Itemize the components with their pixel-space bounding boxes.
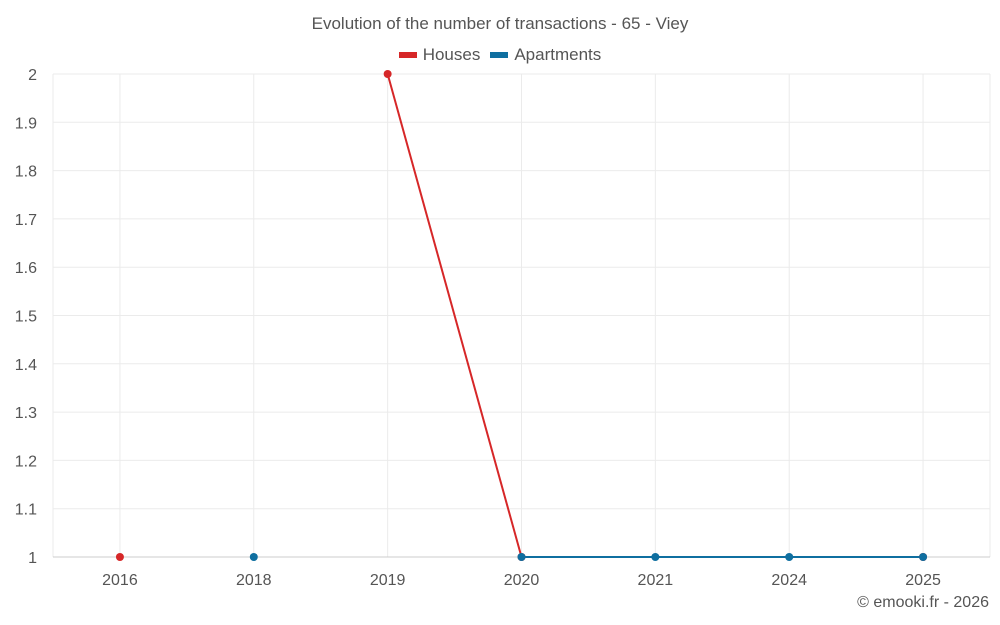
x-tick-label: 2016	[102, 572, 138, 589]
data-point-apartments[interactable]	[249, 553, 258, 561]
legend-swatch-houses	[398, 52, 417, 58]
y-tick-label: 1	[28, 550, 37, 567]
legend-item-apartments[interactable]: Apartments	[490, 45, 601, 65]
x-axis: 2016 2018 2019 2020 2021 2024 2025	[102, 572, 941, 589]
data-point-apartments[interactable]	[785, 553, 794, 561]
credit: © emooki.fr - 2026	[857, 594, 989, 611]
data-point-apartments[interactable]	[919, 553, 928, 561]
y-tick-label: 2	[28, 67, 37, 84]
y-tick-label: 1.8	[15, 164, 37, 181]
data-point-apartments[interactable]	[517, 553, 526, 561]
legend-item-houses[interactable]: Houses	[398, 45, 481, 65]
y-tick-label: 1.4	[15, 357, 37, 374]
y-tick-label: 1.1	[15, 502, 37, 519]
legend-label-apartments: Apartments	[514, 45, 602, 64]
series-points	[115, 70, 928, 561]
x-tick-label: 2021	[638, 572, 674, 589]
data-point-apartments[interactable]	[651, 553, 660, 561]
legend-label-houses: Houses	[422, 45, 481, 64]
series-lines	[386, 73, 924, 558]
data-point-houses[interactable]	[115, 553, 124, 561]
grid	[52, 73, 991, 558]
x-tick-label: 2019	[370, 572, 406, 589]
x-tick-label: 2020	[504, 572, 540, 589]
y-tick-label: 1.2	[15, 453, 37, 470]
legend: Houses Apartments	[0, 45, 1000, 65]
y-tick-label: 1.5	[15, 309, 37, 326]
series-line-houses	[386, 73, 523, 558]
y-tick-label: 1.7	[15, 212, 37, 229]
legend-swatch-apartments	[490, 52, 509, 58]
y-axis: 1 1.1 1.2 1.3 1.4 1.5 1.6 1.7 1.8 1.9 2	[15, 67, 37, 567]
y-tick-label: 1.6	[15, 260, 37, 277]
x-tick-label: 2018	[236, 572, 272, 589]
chart-title: Evolution of the number of transactions …	[311, 14, 689, 33]
x-tick-label: 2025	[905, 572, 941, 589]
x-tick-label: 2024	[771, 572, 807, 589]
y-tick-label: 1.9	[15, 115, 37, 132]
y-tick-label: 1.3	[15, 405, 37, 422]
data-point-houses[interactable]	[383, 70, 392, 78]
